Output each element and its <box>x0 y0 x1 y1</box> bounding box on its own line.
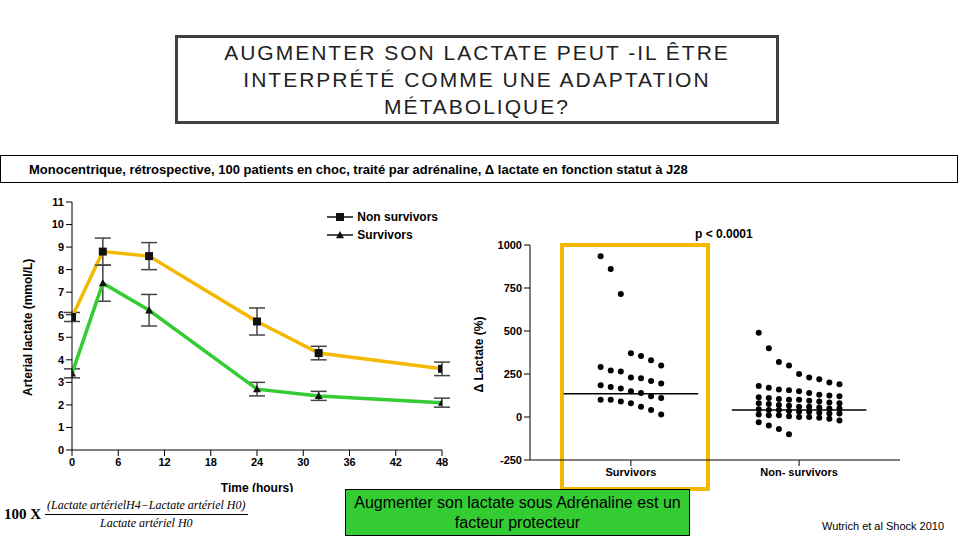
svg-text:-250: -250 <box>500 454 522 466</box>
html-text:Lactate artériel H0: Lactate artériel H0 <box>100 516 193 530</box>
svg-text:1000: 1000 <box>498 239 522 251</box>
html-text:Monocentrique, rétrospective,: Monocentrique, rétrospective, 100 patien… <box>29 161 688 177</box>
svg-text:250: 250 <box>504 368 522 380</box>
svg-text:Arterial lactate (mmol/L): Arterial lactate (mmol/L) <box>22 259 35 396</box>
svg-text:12: 12 <box>158 456 170 468</box>
svg-text:6: 6 <box>58 309 64 321</box>
svg-text:Non- survivors: Non- survivors <box>760 466 838 478</box>
svg-text:48: 48 <box>436 456 448 468</box>
svg-text:30: 30 <box>297 456 309 468</box>
svg-text:Time (hours): Time (hours) <box>221 481 293 492</box>
html-text:Survivors: Survivors <box>357 228 413 242</box>
html-text:Non survivors: Non survivors <box>357 210 438 224</box>
svg-text:10: 10 <box>52 218 64 230</box>
svg-text:6: 6 <box>115 456 121 468</box>
svg-text:11: 11 <box>52 196 64 208</box>
svg-text:5: 5 <box>58 331 64 343</box>
svg-text:0: 0 <box>69 456 75 468</box>
svg-text:24: 24 <box>251 456 264 468</box>
html-text:p < 0.0001: p < 0.0001 <box>695 227 753 241</box>
svg-text:Δ Lactate (%): Δ Lactate (%) <box>472 317 486 393</box>
svg-text:500: 500 <box>504 325 522 337</box>
svg-text:42: 42 <box>390 456 402 468</box>
svg-text:0: 0 <box>516 411 522 423</box>
svg-text:18: 18 <box>205 456 217 468</box>
html-text:AUGMENTER SON LACTATE PEUT -IL: AUGMENTER SON LACTATE PEUT -IL ÊTRE INTE… <box>224 41 730 118</box>
html-text:Augmenter son lactate sous Adr: Augmenter son lactate sous Adrénaline es… <box>354 493 681 531</box>
svg-text:9: 9 <box>58 241 64 253</box>
svg-text:1: 1 <box>58 421 64 433</box>
svg-text:36: 36 <box>343 456 355 468</box>
svg-text:0: 0 <box>58 444 64 456</box>
svg-text:Survivors: Survivors <box>606 466 657 478</box>
html-text:Wutrich et al Shock 2010: Wutrich et al Shock 2010 <box>822 520 945 532</box>
svg-text:750: 750 <box>504 282 522 294</box>
svg-text:7: 7 <box>58 286 64 298</box>
svg-text:4: 4 <box>58 354 65 366</box>
html-text:(Lactate artérielH4−Lactate ar: (Lactate artérielH4−Lactate artériel H0) <box>47 498 246 512</box>
svg-text:2: 2 <box>58 399 64 411</box>
html-text:100 X: 100 X <box>4 506 42 522</box>
svg-text:8: 8 <box>58 264 64 276</box>
svg-text:3: 3 <box>58 376 64 388</box>
